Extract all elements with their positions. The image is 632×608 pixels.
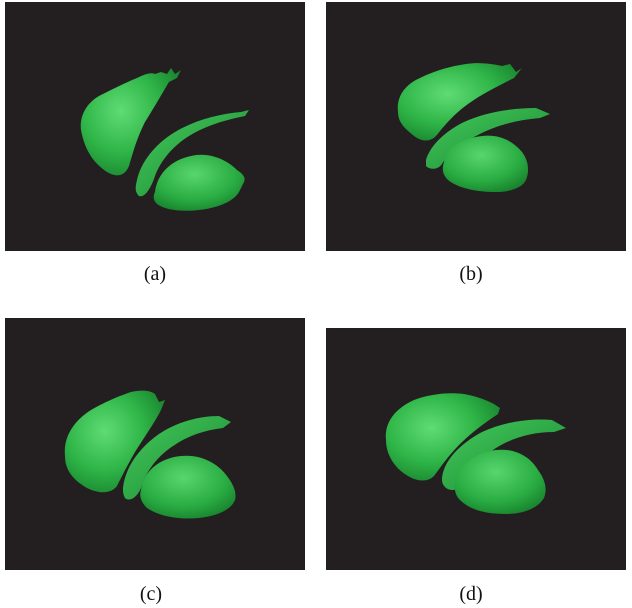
middle-band-shape xyxy=(123,416,231,500)
middle-band-shape xyxy=(135,110,249,197)
bottom-lobe-shape xyxy=(454,449,546,514)
render-panel-b xyxy=(326,2,626,251)
surface-render-d xyxy=(385,393,566,514)
middle-band-shape xyxy=(426,108,550,169)
render-panel-a xyxy=(5,2,305,251)
left-lobe-shape xyxy=(80,68,181,176)
bottom-lobe-shape xyxy=(442,135,529,192)
left-lobe-shape xyxy=(385,393,500,481)
surface-render-c xyxy=(64,390,236,519)
left-lobe-shape xyxy=(64,390,165,493)
render-panel-d xyxy=(326,328,626,570)
surface-render-a xyxy=(80,68,249,211)
caption-d: (d) xyxy=(459,583,483,605)
surface-render-b xyxy=(397,63,550,192)
render-panel-c xyxy=(5,318,305,570)
left-lobe-shape xyxy=(397,63,522,141)
bottom-lobe-shape xyxy=(140,455,236,519)
bottom-lobe-shape xyxy=(153,154,245,211)
caption-c: (c) xyxy=(139,583,163,605)
caption-a: (a) xyxy=(143,263,167,285)
caption-b: (b) xyxy=(459,263,483,285)
middle-band-shape xyxy=(442,419,566,490)
